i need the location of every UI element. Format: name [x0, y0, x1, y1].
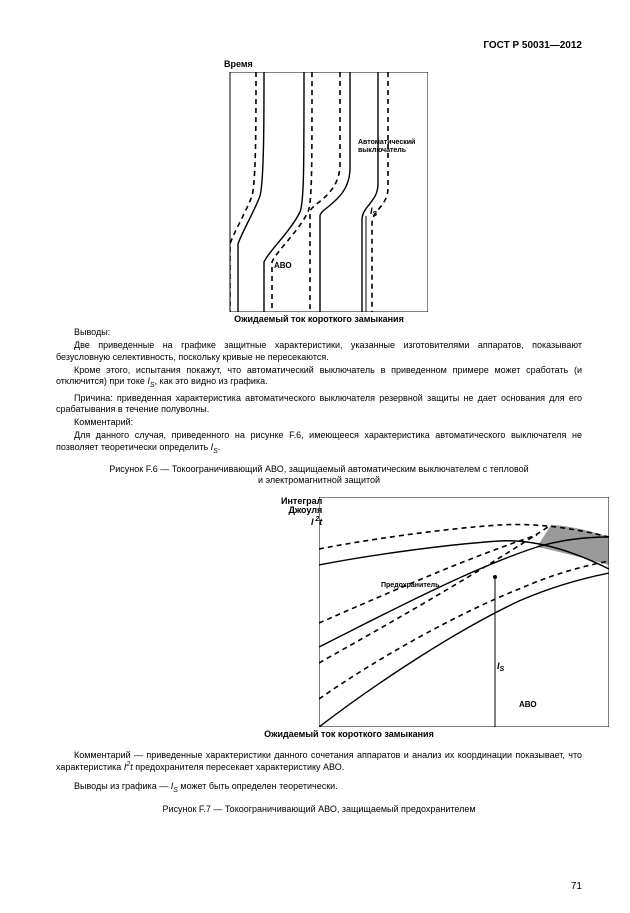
p-comment-label: Комментарий: [56, 417, 582, 428]
caption-f7: Рисунок F.7 — Токоограничивающий АВО, за… [56, 804, 582, 815]
caption-f6: Рисунок F.6 — Токоограничивающий АВО, за… [56, 464, 582, 487]
svg-text:IS: IS [497, 661, 505, 673]
page-number: 71 [571, 881, 582, 894]
svg-text:Автоматический: Автоматический [358, 138, 415, 146]
p-conclusions2: Выводы из графика — IS может быть опреде… [56, 781, 582, 796]
page: ГОСТ Р 50031—2012 Время IS АВО Автоматичес… [0, 0, 630, 913]
fig2-ylabel-formula: I 2t [311, 517, 322, 527]
svg-text:АВО: АВО [519, 700, 537, 709]
symbol-i2t: I2t [124, 762, 133, 772]
figure-f6: IS АВО Автоматическийвыключатель [210, 72, 428, 312]
p-reason: Причина: приведенная характеристика авто… [56, 393, 582, 416]
figure-f7-wrap: Интеграл Джоуля I 2t ISАВОПредохранитель [169, 497, 469, 727]
p-tests: Кроме этого, испытания покажут, что авто… [56, 365, 582, 391]
symbol-is: IS [171, 781, 178, 791]
fig1-ylabel: Время [224, 59, 582, 70]
document-header: ГОСТ Р 50031—2012 [56, 40, 582, 53]
figure-f7: IS АВО Предохранитель [319, 497, 609, 727]
symbol-is: IS [211, 442, 218, 452]
svg-text:Предохранитель: Предохранитель [381, 582, 440, 589]
fig2-ylabel: Интеграл Джоуля I 2t [281, 497, 322, 529]
p-comment2: Комментарий — приведенные характеристики… [56, 750, 582, 774]
fig1-xlabel: Ожидаемый ток короткого замыкания [56, 314, 582, 325]
p-comment-body: Для данного случая, приведенного на рису… [56, 430, 582, 456]
svg-text:IS: IS [370, 206, 378, 218]
svg-text:выключатель: выключатель [358, 147, 407, 154]
symbol-is: IS [147, 376, 154, 386]
p-two-curves: Две приведенные на графике защитные хара… [56, 340, 582, 363]
p-conclusions: Выводы: [56, 327, 582, 338]
fig2-xlabel: Ожидаемый ток короткого замыкания [116, 729, 582, 740]
svg-text:АВО: АВО [274, 261, 292, 270]
